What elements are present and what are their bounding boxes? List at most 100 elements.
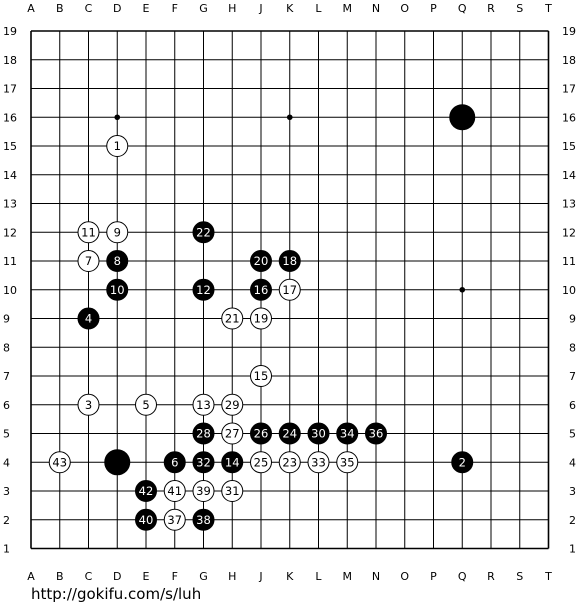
move-number: 39 <box>196 484 211 498</box>
black-stone-disc <box>451 451 474 474</box>
column-label-top: A <box>27 2 35 15</box>
white-stone[interactable]: 15 <box>250 365 272 387</box>
move-number: 33 <box>311 455 326 469</box>
black-stone-disc <box>192 451 215 474</box>
move-number: 42 <box>139 484 154 498</box>
white-stone[interactable]: 1 <box>106 135 129 157</box>
row-label-left: 1 <box>3 543 10 556</box>
source-url[interactable]: http://gokifu.com/s/luh <box>31 585 202 603</box>
white-stone[interactable]: 25 <box>250 451 272 474</box>
black-stone[interactable]: 26 <box>250 422 272 445</box>
white-stone[interactable]: 21 <box>221 307 244 330</box>
move-number: 10 <box>110 283 125 297</box>
move-number: 4 <box>85 312 92 326</box>
black-stone[interactable]: 4 <box>77 307 100 330</box>
black-stone[interactable]: 28 <box>192 422 215 445</box>
white-stone[interactable]: 3 <box>77 393 100 416</box>
black-stone-disc <box>250 250 272 272</box>
black-stone[interactable]: 2 <box>451 451 474 474</box>
row-label-right: 19 <box>562 25 576 38</box>
black-stone[interactable]: 20 <box>250 250 272 272</box>
column-label-bottom: T <box>544 570 552 583</box>
white-stone[interactable]: 19 <box>250 307 272 330</box>
white-stone[interactable]: 35 <box>336 451 359 474</box>
row-label-right: 3 <box>569 485 576 498</box>
black-stone[interactable]: 24 <box>278 422 301 445</box>
white-stone[interactable]: 13 <box>192 393 215 416</box>
white-stone[interactable]: 39 <box>192 480 215 502</box>
black-stone[interactable]: 12 <box>192 278 215 301</box>
move-number: 17 <box>282 283 297 297</box>
black-stone[interactable]: 16 <box>250 278 272 301</box>
black-stone[interactable]: 6 <box>163 451 186 474</box>
column-label-top: P <box>430 2 437 15</box>
white-stone[interactable]: 31 <box>221 480 244 502</box>
move-number: 9 <box>114 225 121 239</box>
black-stone-disc <box>250 278 272 301</box>
column-label-bottom: O <box>400 570 409 583</box>
black-stone-disc <box>192 422 215 445</box>
white-stone[interactable]: 7 <box>77 250 100 272</box>
column-label-top: B <box>56 2 64 15</box>
black-stone[interactable]: 18 <box>278 250 301 272</box>
column-label-top: K <box>286 2 294 15</box>
white-stone[interactable]: 41 <box>163 480 186 502</box>
black-stone[interactable] <box>104 449 131 476</box>
column-label-bottom: P <box>430 570 437 583</box>
row-label-left: 12 <box>3 226 17 239</box>
white-stone[interactable]: 33 <box>307 451 330 474</box>
row-label-right: 12 <box>562 226 576 239</box>
column-label-top: E <box>143 2 150 15</box>
white-stone[interactable]: 17 <box>278 278 301 301</box>
black-stone-disc <box>106 250 129 272</box>
white-stone-disc <box>77 250 100 272</box>
star-point <box>459 286 466 293</box>
move-number: 35 <box>340 455 355 469</box>
black-stone[interactable]: 42 <box>135 480 157 502</box>
black-stone[interactable]: 40 <box>135 508 157 531</box>
column-label-bottom: A <box>27 570 35 583</box>
row-label-right: 15 <box>562 140 576 153</box>
black-stone[interactable]: 34 <box>336 422 359 445</box>
white-stone-disc <box>106 135 129 157</box>
white-stone[interactable]: 23 <box>278 451 301 474</box>
white-stone[interactable]: 29 <box>221 393 244 416</box>
white-stone-disc <box>48 451 71 474</box>
black-stone[interactable]: 8 <box>106 250 129 272</box>
move-number: 5 <box>142 398 149 412</box>
black-stone[interactable]: 36 <box>365 422 387 445</box>
white-stone-disc <box>77 221 100 244</box>
white-stone[interactable]: 43 <box>48 451 71 474</box>
black-stone[interactable]: 38 <box>192 508 215 531</box>
white-stone[interactable]: 5 <box>135 393 157 416</box>
row-label-right: 6 <box>569 399 576 412</box>
black-stone[interactable] <box>449 104 476 131</box>
star-point <box>114 114 121 121</box>
column-label-bottom: R <box>487 570 495 583</box>
white-stone[interactable]: 37 <box>163 508 186 531</box>
white-stone-disc <box>163 508 186 531</box>
move-number: 36 <box>369 427 384 441</box>
column-label-bottom: D <box>113 570 121 583</box>
white-stone[interactable]: 9 <box>106 221 129 244</box>
row-label-right: 11 <box>562 255 576 268</box>
row-label-right: 8 <box>569 341 576 354</box>
white-stone[interactable]: 11 <box>77 221 100 244</box>
column-label-bottom: M <box>343 570 353 583</box>
black-stone[interactable]: 10 <box>106 278 129 301</box>
move-number: 34 <box>340 427 355 441</box>
black-stone[interactable]: 22 <box>192 221 215 244</box>
row-label-left: 10 <box>3 284 17 297</box>
white-stone-disc <box>336 451 359 474</box>
black-stone[interactable]: 14 <box>221 451 244 474</box>
black-stone-disc <box>449 104 476 131</box>
column-label-bottom: Q <box>458 570 467 583</box>
black-stone[interactable]: 32 <box>192 451 215 474</box>
white-stone-disc <box>221 480 244 502</box>
black-stone[interactable]: 30 <box>307 422 330 445</box>
move-number: 25 <box>254 455 269 469</box>
move-number: 32 <box>196 455 211 469</box>
row-label-left: 19 <box>3 25 17 38</box>
white-stone[interactable]: 27 <box>221 422 244 445</box>
move-number: 15 <box>254 369 269 383</box>
